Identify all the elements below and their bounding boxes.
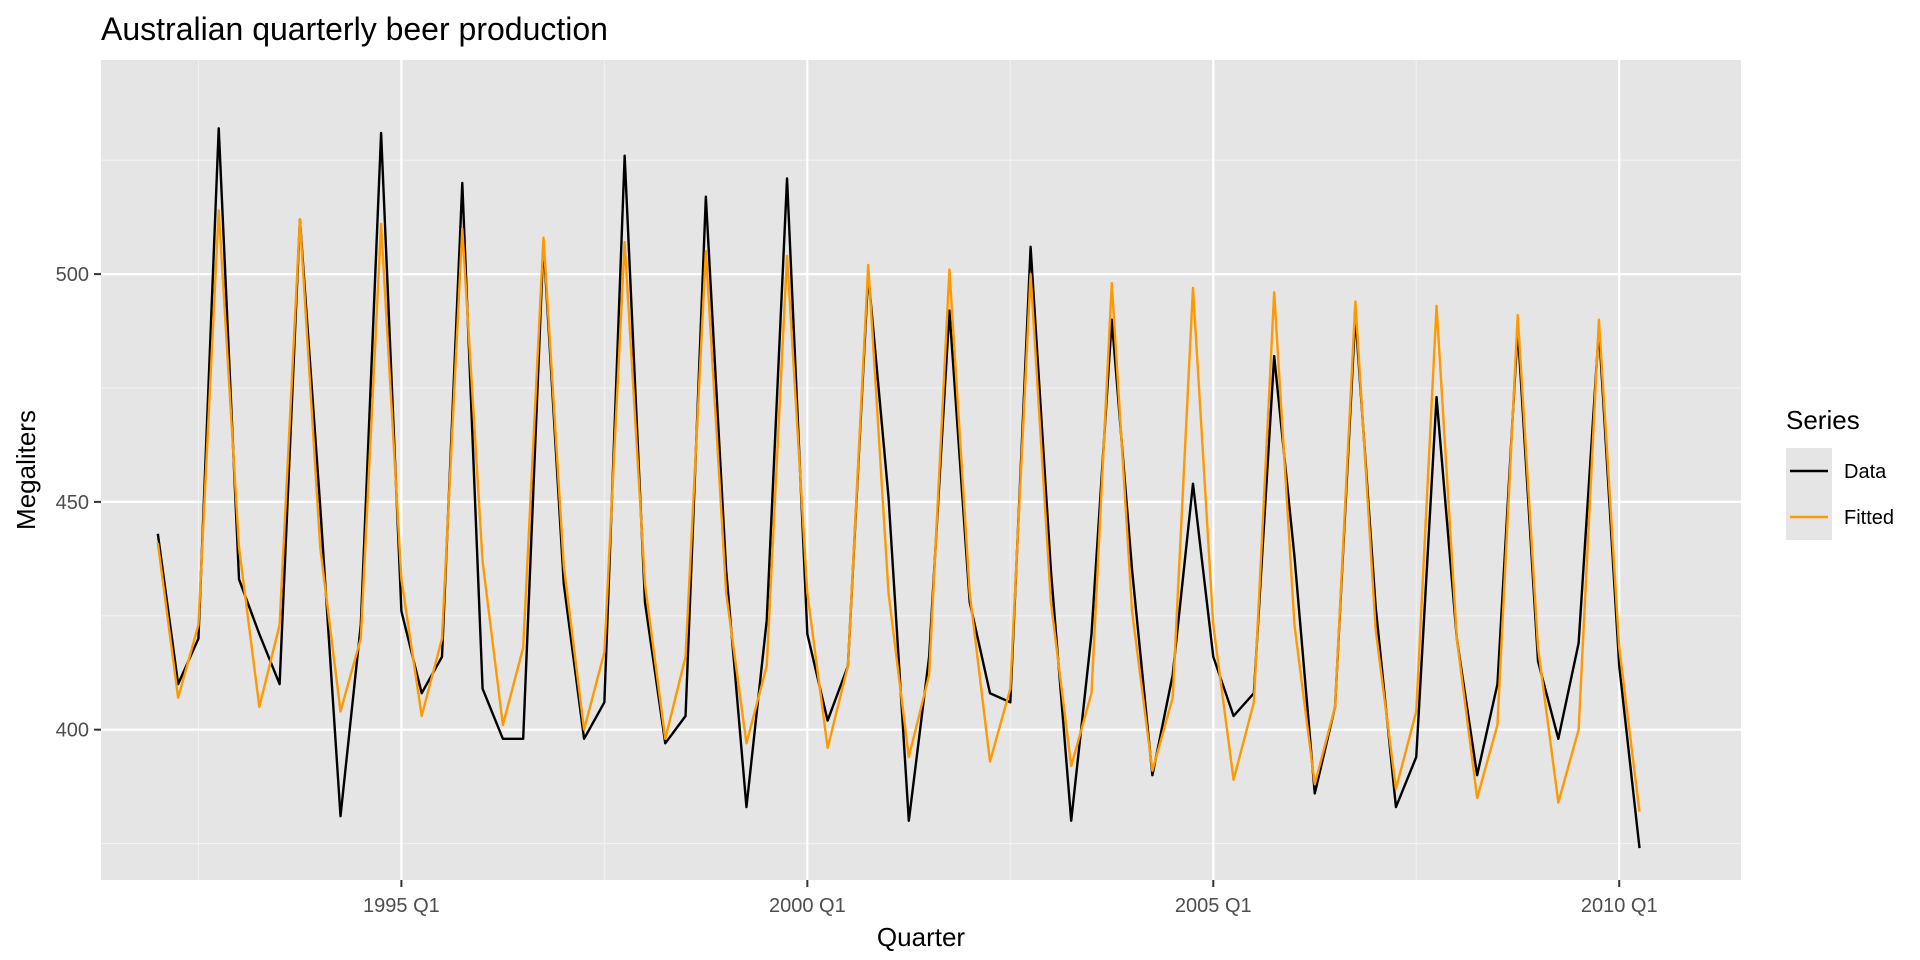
y-axis-title: Megaliters bbox=[11, 410, 41, 530]
gridlines bbox=[101, 60, 1741, 880]
plot-panel bbox=[101, 60, 1741, 880]
x-tick-label: 1995 Q1 bbox=[363, 895, 440, 917]
y-tick-label: 500 bbox=[56, 264, 89, 286]
x-tick-label: 2010 Q1 bbox=[1581, 895, 1658, 917]
y-axis: 400 450 500 bbox=[56, 264, 101, 742]
x-axis: 1995 Q1 2000 Q1 2005 Q1 2010 Q1 bbox=[363, 880, 1658, 917]
x-tick-label: 2000 Q1 bbox=[769, 895, 846, 917]
series-line-fitted bbox=[156, 209, 1641, 812]
x-tick-label: 2005 Q1 bbox=[1175, 895, 1252, 917]
legend-title: Series bbox=[1786, 405, 1860, 435]
chart-title: Australian quarterly beer production bbox=[101, 11, 608, 47]
series-line-data bbox=[156, 127, 1641, 849]
y-tick-label: 400 bbox=[56, 720, 89, 742]
legend: Series Data Fitted bbox=[1786, 405, 1894, 540]
series-lines bbox=[156, 127, 1641, 849]
x-axis-title: Quarter bbox=[877, 922, 965, 952]
y-tick-label: 450 bbox=[56, 492, 89, 514]
legend-label-data: Data bbox=[1844, 461, 1887, 483]
legend-label-fitted: Fitted bbox=[1844, 507, 1894, 529]
